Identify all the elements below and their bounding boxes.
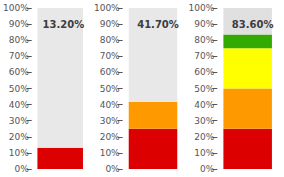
svg-text:100%: 100% <box>94 3 120 13</box>
svg-text:90%: 90% <box>9 19 29 29</box>
svg-text:90%: 90% <box>194 19 214 29</box>
svg-text:13.20%: 13.20% <box>43 19 85 30</box>
svg-text:70%: 70% <box>9 51 29 61</box>
svg-text:90%: 90% <box>100 19 120 29</box>
svg-text:20%: 20% <box>100 132 120 142</box>
svg-text:10%: 10% <box>194 148 214 158</box>
svg-text:20%: 20% <box>194 132 214 142</box>
svg-text:40%: 40% <box>9 100 29 110</box>
svg-text:80%: 80% <box>100 35 120 45</box>
svg-text:60%: 60% <box>100 67 120 77</box>
svg-text:41.70%: 41.70% <box>137 19 179 30</box>
svg-text:10%: 10% <box>100 148 120 158</box>
svg-text:50%: 50% <box>100 84 120 94</box>
svg-text:80%: 80% <box>194 35 214 45</box>
svg-text:100%: 100% <box>3 3 29 13</box>
svg-text:50%: 50% <box>9 84 29 94</box>
svg-text:70%: 70% <box>100 51 120 61</box>
svg-text:30%: 30% <box>194 116 214 126</box>
svg-text:30%: 30% <box>9 116 29 126</box>
svg-text:50%: 50% <box>194 84 214 94</box>
svg-text:83.60%: 83.60% <box>232 19 274 30</box>
svg-text:0%: 0% <box>105 164 120 174</box>
svg-text:70%: 70% <box>194 51 214 61</box>
svg-text:20%: 20% <box>9 132 29 142</box>
svg-text:80%: 80% <box>9 35 29 45</box>
svg-text:10%: 10% <box>9 148 29 158</box>
svg-text:0%: 0% <box>200 164 215 174</box>
svg-text:30%: 30% <box>100 116 120 126</box>
svg-text:40%: 40% <box>100 100 120 110</box>
svg-text:60%: 60% <box>194 67 214 77</box>
svg-text:40%: 40% <box>194 100 214 110</box>
svg-text:60%: 60% <box>9 67 29 77</box>
svg-text:100%: 100% <box>189 3 215 13</box>
svg-text:0%: 0% <box>14 164 29 174</box>
